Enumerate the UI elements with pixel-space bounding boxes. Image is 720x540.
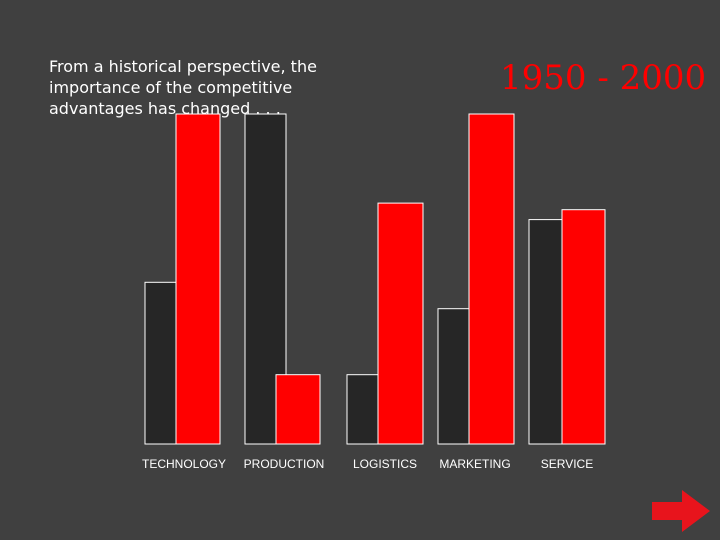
bar-marketing-series-1 [437, 308, 470, 445]
bar-technology-series-2 [175, 113, 221, 445]
category-label: PRODUCTION [243, 457, 325, 471]
category-label: LOGISTICS [352, 457, 417, 471]
bar-logistics-series-2 [377, 202, 424, 445]
period-title: 1950 - 2000 [500, 58, 707, 98]
bar-marketing-series-2 [468, 113, 515, 445]
intro-text: From a historical perspective, the impor… [49, 56, 379, 119]
intro-line: From a historical perspective, the [49, 57, 317, 76]
category-label: SERVICE [540, 457, 594, 471]
intro-line: advantages has changed . . . [49, 99, 281, 118]
bar-technology-series-1 [144, 281, 177, 445]
category-label: MARKETING [439, 457, 511, 471]
intro-line: importance of the competitive [49, 78, 293, 97]
bar-service-series-1 [528, 219, 563, 445]
arrow-right-icon [652, 490, 710, 532]
bar-service-series-2 [561, 209, 606, 445]
next-slide-button[interactable] [650, 489, 712, 533]
category-label: TECHNOLOGY [141, 457, 226, 471]
bar-logistics-series-1 [346, 374, 379, 445]
bar-production-series-2 [275, 374, 321, 445]
